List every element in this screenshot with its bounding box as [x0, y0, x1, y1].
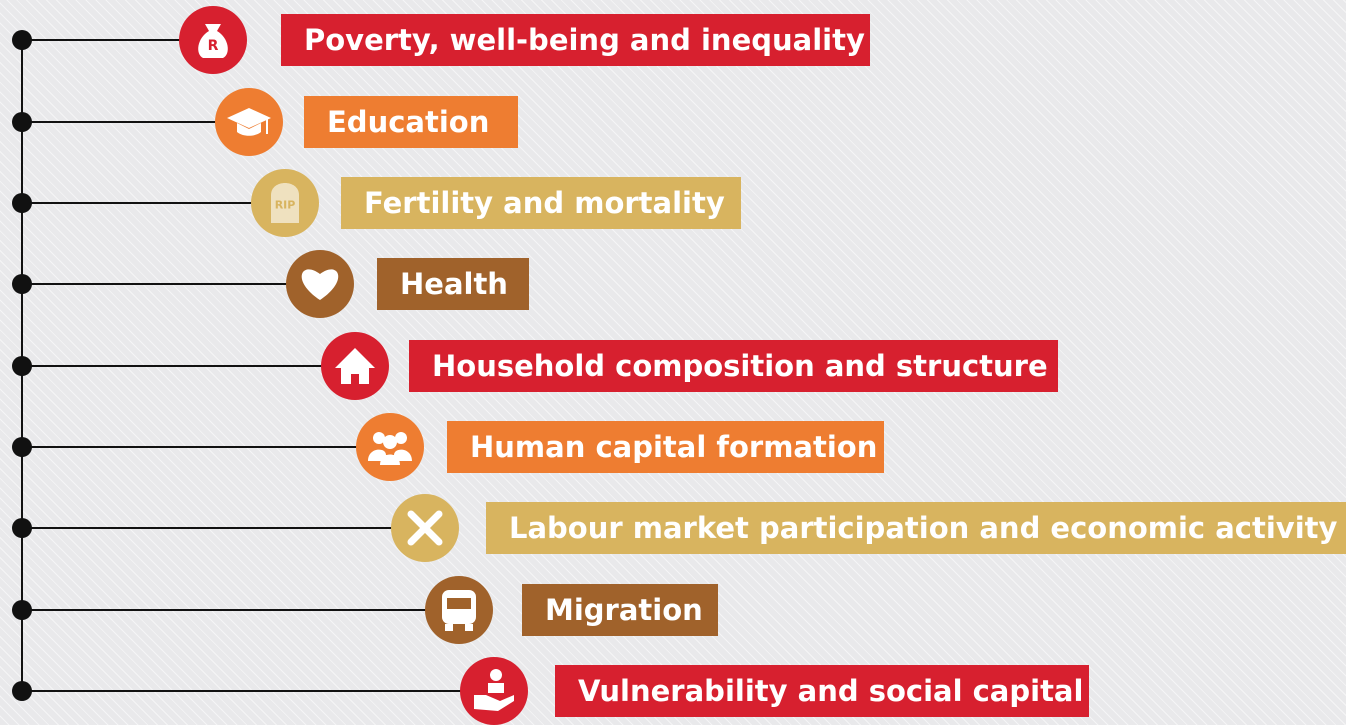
item: Education [12, 88, 518, 156]
label-box [486, 502, 1346, 554]
item: Labour market participation and economic… [12, 494, 1346, 562]
label-box [522, 584, 718, 636]
label-box [377, 258, 529, 310]
label: Labour market participation and economic… [509, 511, 1337, 545]
node-dot [12, 30, 32, 50]
icon-wheel [445, 624, 453, 631]
item: Vulnerability and social capital [12, 657, 1089, 725]
node-dot [12, 600, 32, 620]
node-dot [12, 356, 32, 376]
icon [368, 432, 412, 465]
icon [474, 669, 514, 711]
icon [442, 590, 476, 631]
icon-cap [227, 108, 271, 136]
icon [407, 510, 443, 546]
item: Human capital formation [12, 413, 884, 481]
label-box [341, 177, 741, 229]
node-dot [12, 274, 32, 294]
label-box [304, 96, 518, 148]
icon: RIP [271, 183, 299, 223]
icon-head [383, 435, 397, 449]
icon-head [373, 432, 385, 444]
label-box [555, 665, 1089, 717]
label: Poverty, well-being and inequality [304, 23, 865, 57]
node-dot [12, 681, 32, 701]
item: Household composition and structure [12, 332, 1058, 400]
label: Household composition and structure [432, 349, 1048, 383]
label: Human capital formation [470, 430, 877, 464]
icon-head [395, 432, 407, 444]
node-dot [12, 518, 32, 538]
icon [301, 269, 339, 300]
icon-wheel [465, 624, 473, 631]
icon-window [447, 598, 471, 609]
item: Poverty, well-being and inequality R [12, 6, 870, 74]
icon-text: RIP [275, 199, 296, 212]
item: Health [12, 250, 529, 318]
icon: R [198, 24, 228, 58]
item: Fertility and mortality RIP [12, 169, 741, 237]
label: Education [327, 105, 489, 139]
node-dot [12, 437, 32, 457]
icon-hand [474, 683, 514, 711]
icon [227, 108, 271, 136]
label: Vulnerability and social capital [578, 674, 1083, 708]
icon-screwdriver [407, 510, 443, 546]
label-box [447, 421, 884, 473]
label-box [281, 14, 870, 66]
icon [335, 348, 375, 384]
label: Fertility and mortality [364, 186, 725, 220]
icon-bag [198, 24, 228, 58]
icon-head [490, 669, 502, 681]
icon-heart [301, 269, 339, 300]
node-dot [12, 112, 32, 132]
label: Migration [545, 593, 703, 627]
node-dot [12, 193, 32, 213]
item: Migration [12, 576, 718, 644]
label-box [409, 340, 1058, 392]
icon-bodies [368, 449, 412, 465]
label: Health [400, 267, 508, 301]
icon-text: R [208, 38, 219, 54]
icon-stone [271, 183, 299, 223]
icon-house [335, 348, 375, 384]
